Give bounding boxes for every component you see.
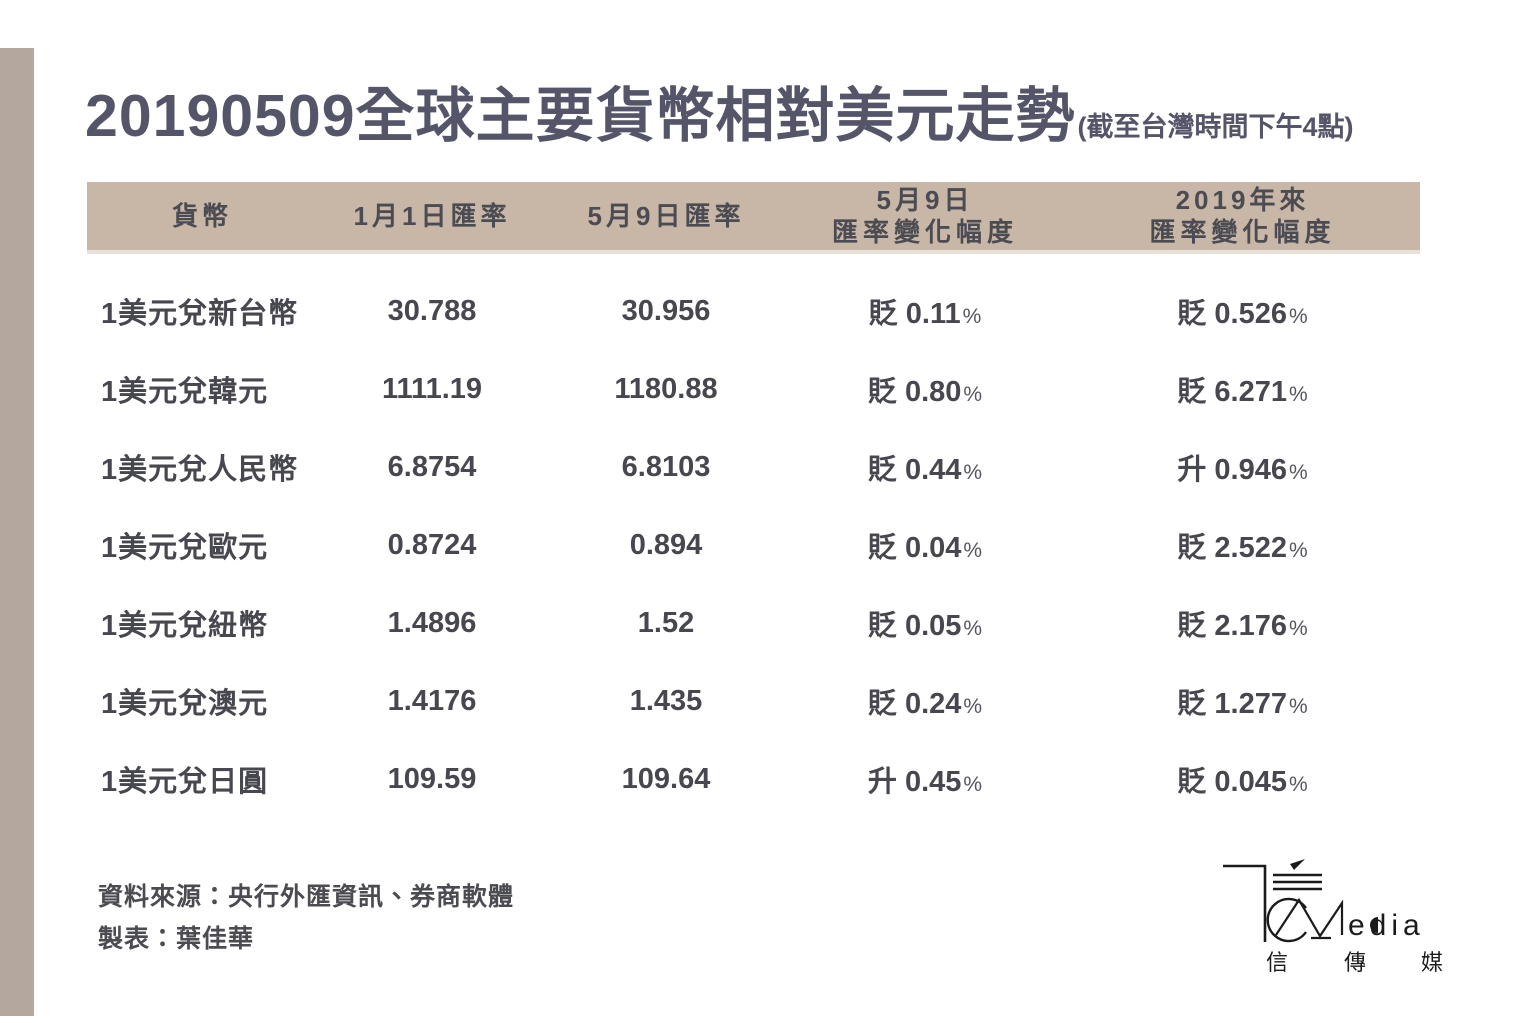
may9-change-value: 貶 0.80% (785, 368, 1065, 410)
header-may9-change-line2: 匯率變化幅度 (831, 217, 1018, 247)
logo-cm-monogram (1266, 897, 1344, 943)
jan1-rate-value: 6.8754 (387, 450, 477, 483)
jan1-rate-value: 1.4896 (387, 606, 477, 639)
header-may9-rate: 5月9日匯率 (587, 200, 745, 231)
percent-sign: % (1288, 617, 1308, 640)
percent-sign: % (1288, 305, 1308, 328)
currency-label: 1美元兌歐元 (101, 532, 269, 564)
change-text: 升 0.45 (867, 766, 962, 798)
may9-change-value: 貶 0.05% (785, 602, 1065, 644)
change-text: 貶 0.04 (867, 532, 962, 564)
table-body: 1美元兌新台幣 30.788 30.956 貶 0.11% 貶 0.526% 1… (87, 272, 1420, 818)
table-row-nzd: 1美元兌紐幣 1.4896 1.52 貶 0.05% 貶 2.176% (87, 584, 1420, 662)
may9-change-value: 貶 0.11% (785, 290, 1065, 332)
may9-rate-value: 30.956 (621, 294, 711, 327)
change-text: 貶 2.176 (1177, 610, 1287, 642)
table-header-row: 貨幣 1月1日匯率 5月9日匯率 5月9日 匯率變化幅度 2019年來 匯率變化… (87, 182, 1420, 254)
change-text: 升 0.946 (1177, 454, 1287, 486)
table-row-aud: 1美元兌澳元 1.4176 1.435 貶 0.24% 貶 1.277% (87, 662, 1420, 740)
jan1-rate-value: 109.59 (387, 762, 477, 795)
percent-sign: % (963, 617, 983, 640)
change-text: 貶 0.11 (868, 298, 961, 330)
change-text: 貶 0.44 (867, 454, 962, 486)
percent-sign: % (963, 695, 983, 718)
change-text: 貶 2.522 (1177, 532, 1287, 564)
logo-zh-char-1: 信 (1266, 950, 1288, 975)
author-note: 製表：葉佳華 (98, 925, 255, 953)
may9-rate-value: 1180.88 (614, 372, 718, 405)
table-row-krw: 1美元兌韓元 1111.19 1180.88 貶 0.80% 貶 6.271% (87, 350, 1420, 428)
logo-yan-strokes (1273, 859, 1322, 891)
table-row-jpy: 1美元兌日圓 109.59 109.64 升 0.45% 貶 0.045% (87, 740, 1420, 818)
left-edge-decoration-bar (0, 48, 34, 1016)
percent-sign: % (1288, 695, 1308, 718)
logo-zh-char-2: 傳 (1344, 950, 1366, 975)
percent-sign: % (1288, 773, 1308, 796)
jan1-rate-value: 1.4176 (387, 684, 477, 717)
page-title-main: 20190509全球主要貨幣相對美元走勢 (85, 83, 1076, 149)
ytd-change-value: 貶 1.277% (1065, 680, 1420, 722)
change-text: 貶 0.045 (1177, 766, 1287, 798)
ytd-change-value: 貶 0.045% (1065, 758, 1420, 800)
may9-rate-value: 6.8103 (621, 450, 711, 483)
footer-notes: 資料來源：央行外匯資訊、券商軟體 製表：葉佳華 (98, 876, 514, 960)
header-ytd-change: 2019年來 匯率變化幅度 (1065, 184, 1420, 249)
data-source-note: 資料來源：央行外匯資訊、券商軟體 (98, 883, 515, 911)
header-ytd-change-line1: 2019年來 (1175, 184, 1310, 215)
exchange-rate-table: 貨幣 1月1日匯率 5月9日匯率 5月9日 匯率變化幅度 2019年來 匯率變化… (87, 182, 1420, 818)
percent-sign: % (963, 539, 983, 562)
may9-rate-value: 109.64 (621, 762, 711, 795)
ytd-change-value: 貶 6.271% (1065, 368, 1420, 410)
ytd-change-value: 升 0.946% (1065, 446, 1420, 488)
may9-change-value: 貶 0.24% (785, 680, 1065, 722)
percent-sign: % (962, 305, 982, 328)
percent-sign: % (963, 773, 983, 796)
logo-zh-char-3: 媒 (1421, 950, 1443, 975)
header-may9-change-line1: 5月9日 (876, 184, 974, 215)
change-text: 貶 0.05 (867, 610, 962, 642)
currency-label: 1美元兌人民幣 (101, 454, 299, 486)
may9-rate-value: 1.435 (629, 684, 703, 717)
percent-sign: % (1288, 461, 1308, 484)
currency-label: 1美元兌新台幣 (101, 298, 299, 330)
currency-label: 1美元兌紐幣 (101, 610, 269, 642)
header-currency: 貨幣 (171, 200, 232, 231)
change-text: 貶 0.80 (867, 376, 962, 408)
logo-corner-bracket (1223, 864, 1267, 942)
jan1-rate-value: 0.8724 (387, 528, 477, 561)
page-title: 20190509全球主要貨幣相對美元走勢 (截至台灣時間下午4點) (85, 68, 1465, 153)
logo-brand-en: edia (1348, 909, 1425, 942)
change-text: 貶 1.277 (1177, 688, 1287, 720)
currency-label: 1美元兌日圓 (101, 766, 269, 798)
table-row-eur: 1美元兌歐元 0.8724 0.894 貶 0.04% 貶 2.522% (87, 506, 1420, 584)
change-text: 貶 0.526 (1177, 298, 1287, 330)
jan1-rate-value: 1111.19 (381, 372, 483, 405)
page-title-note: (截至台灣時間下午4點) (1077, 112, 1354, 142)
currency-label: 1美元兌韓元 (101, 376, 269, 408)
jan1-rate-value: 30.788 (387, 294, 477, 327)
change-text: 貶 0.24 (867, 688, 962, 720)
change-text: 貶 6.271 (1177, 376, 1287, 408)
ytd-change-value: 貶 0.526% (1065, 290, 1420, 332)
percent-sign: % (963, 383, 983, 406)
header-jan1-rate: 1月1日匯率 (353, 200, 511, 231)
logo-brand-zh: 信 傳 媒 (1266, 950, 1443, 975)
ytd-change-value: 貶 2.522% (1065, 524, 1420, 566)
may9-change-value: 貶 0.44% (785, 446, 1065, 488)
may9-change-value: 貶 0.04% (785, 524, 1065, 566)
may9-rate-value: 1.52 (637, 606, 695, 639)
may9-rate-value: 0.894 (629, 528, 703, 561)
cmedia-logo: edia 信 傳 媒 (1223, 859, 1443, 975)
percent-sign: % (1288, 383, 1308, 406)
table-row-cny: 1美元兌人民幣 6.8754 6.8103 貶 0.44% 升 0.946% (87, 428, 1420, 506)
table-row-twd: 1美元兌新台幣 30.788 30.956 貶 0.11% 貶 0.526% (87, 272, 1420, 350)
percent-sign: % (963, 461, 983, 484)
may9-change-value: 升 0.45% (785, 758, 1065, 800)
percent-sign: % (1288, 539, 1308, 562)
currency-label: 1美元兌澳元 (101, 688, 269, 720)
logo-d-halfdisc (1370, 917, 1378, 933)
header-ytd-change-line2: 匯率變化幅度 (1149, 217, 1336, 247)
ytd-change-value: 貶 2.176% (1065, 602, 1420, 644)
header-may9-change: 5月9日 匯率變化幅度 (785, 184, 1065, 249)
